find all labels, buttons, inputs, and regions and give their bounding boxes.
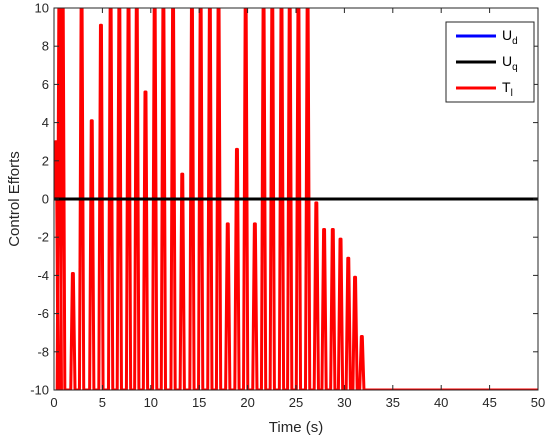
x-tick-label: 15	[192, 395, 206, 410]
y-tick-label: 10	[35, 1, 49, 16]
legend-label-ud: Ud	[502, 27, 518, 47]
x-tick-label: 30	[337, 395, 351, 410]
ticks-layer: 0 5 10 15 20 25 30 35 40 45 50 -10 -8 -6 -4 -2 0 2 4 6 8 10	[30, 1, 545, 411]
y-tick-label: 8	[42, 39, 49, 54]
y-tick-label: -4	[37, 268, 49, 283]
y-tick-label: -6	[37, 306, 49, 321]
y-tick-label: 6	[42, 77, 49, 92]
x-tick-label: 45	[482, 395, 496, 410]
x-tick-label: 20	[240, 395, 254, 410]
x-axis-label: Time (s)	[269, 419, 323, 436]
y-tick-label: 2	[42, 153, 49, 168]
legend-entry-tl: Tl	[456, 79, 513, 99]
x-tick-label: 35	[386, 395, 400, 410]
x-tick-label: 50	[531, 395, 545, 410]
series-layer	[54, 8, 538, 390]
y-tick-label: -8	[37, 344, 49, 359]
x-tick-label: 25	[289, 395, 303, 410]
legend-label-uq: Uq	[502, 53, 518, 73]
y-tick-label: 0	[42, 192, 49, 207]
y-axis-label: Control Efforts	[6, 151, 23, 247]
y-tick-label: 4	[42, 115, 49, 130]
x-tick-label: 40	[434, 395, 448, 410]
legend-label-tl: Tl	[502, 79, 513, 99]
legend-entry-uq: Uq	[456, 53, 518, 73]
x-tick-label: 5	[99, 395, 106, 410]
y-tick-label: -2	[37, 230, 49, 245]
legend: Ud Uq Tl	[445, 21, 535, 103]
x-tick-label: 10	[144, 395, 158, 410]
legend-entry-ud: Ud	[456, 27, 518, 47]
y-tick-label: -10	[30, 383, 49, 398]
x-tick-label: 0	[50, 395, 57, 410]
